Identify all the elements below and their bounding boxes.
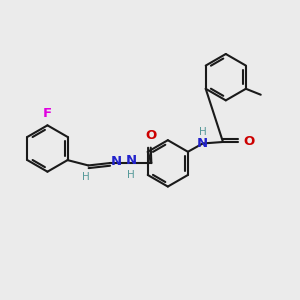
Text: O: O: [244, 136, 255, 148]
Text: N: N: [197, 137, 208, 150]
Text: O: O: [145, 129, 156, 142]
Text: F: F: [43, 107, 52, 120]
Text: N: N: [111, 155, 122, 168]
Text: H: H: [82, 172, 90, 182]
Text: N: N: [126, 154, 137, 167]
Text: H: H: [127, 169, 135, 180]
Text: H: H: [199, 127, 207, 137]
